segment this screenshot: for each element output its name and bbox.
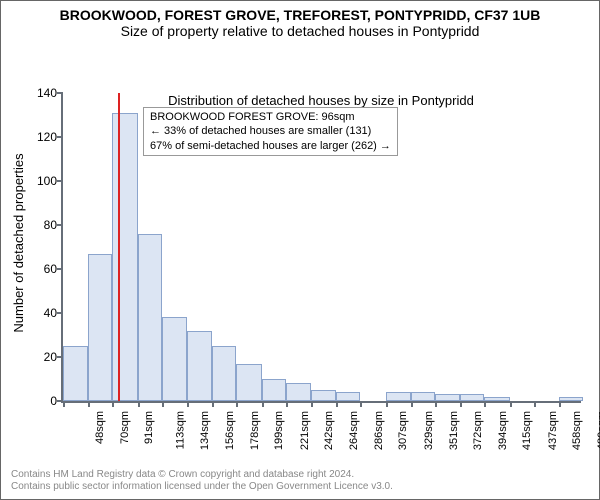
annotation-line1: BROOKWOOD FOREST GROVE: 96sqm	[150, 110, 391, 124]
x-tick-label: 329sqm	[423, 411, 435, 450]
x-tick-label: 415sqm	[521, 411, 533, 450]
x-tick-mark	[88, 401, 90, 407]
y-axis-label: Number of detached properties	[11, 153, 26, 332]
x-tick-mark	[534, 401, 536, 407]
histogram-bar	[386, 392, 411, 401]
x-tick-mark	[112, 401, 114, 407]
x-tick-label: 458sqm	[571, 411, 583, 450]
x-tick-label: 178sqm	[249, 411, 261, 450]
x-tick-mark	[336, 401, 338, 407]
x-tick-mark	[63, 401, 65, 407]
x-tick-mark	[360, 401, 362, 407]
histogram-bar	[411, 392, 435, 401]
annotation-line3: 67% of semi-detached houses are larger (…	[150, 139, 391, 153]
x-tick-label: 480sqm	[596, 411, 600, 450]
x-tick-mark	[236, 401, 238, 407]
x-tick-mark	[162, 401, 164, 407]
y-tick-label: 60	[27, 262, 57, 276]
footer-line1: Contains HM Land Registry data © Crown c…	[11, 469, 393, 481]
x-tick-label: 199sqm	[273, 411, 285, 450]
x-tick-mark	[411, 401, 413, 407]
x-tick-label: 307sqm	[397, 411, 409, 450]
x-tick-label: 286sqm	[373, 411, 385, 450]
x-tick-label: 437sqm	[547, 411, 559, 450]
y-tick-label: 40	[27, 306, 57, 320]
footer-attribution: Contains HM Land Registry data © Crown c…	[11, 469, 393, 493]
y-tick-label: 80	[27, 218, 57, 232]
annotation-box: BROOKWOOD FOREST GROVE: 96sqm ← 33% of d…	[143, 107, 398, 156]
x-tick-label: 242sqm	[323, 411, 335, 450]
histogram-bar	[162, 317, 187, 401]
x-tick-label: 113sqm	[174, 411, 186, 449]
x-tick-label: 156sqm	[224, 411, 236, 450]
annotation-line2: ← 33% of detached houses are smaller (13…	[150, 124, 391, 138]
histogram-bar	[236, 364, 261, 401]
x-tick-mark	[435, 401, 437, 407]
x-tick-mark	[138, 401, 140, 407]
x-tick-mark	[386, 401, 388, 407]
x-tick-label: 351sqm	[448, 411, 460, 450]
x-tick-label: 70sqm	[119, 411, 131, 444]
chart-area: Number of detached properties BROOKWOOD …	[61, 93, 581, 443]
y-tick-mark	[57, 356, 63, 358]
y-tick-mark	[57, 180, 63, 182]
x-tick-label: 264sqm	[348, 411, 360, 450]
y-tick-mark	[57, 92, 63, 94]
y-tick-mark	[57, 136, 63, 138]
y-tick-label: 20	[27, 350, 57, 364]
x-tick-mark	[484, 401, 486, 407]
property-marker-line	[118, 93, 120, 401]
plot-region: BROOKWOOD FOREST GROVE: 96sqm ← 33% of d…	[61, 93, 581, 403]
histogram-bar	[460, 394, 484, 401]
histogram-bar	[88, 254, 112, 401]
x-tick-label: 221sqm	[299, 411, 311, 450]
y-tick-mark	[57, 224, 63, 226]
histogram-bar	[336, 392, 360, 401]
x-tick-mark	[510, 401, 512, 407]
x-tick-label: 48sqm	[94, 411, 106, 444]
y-tick-label: 100	[27, 174, 57, 188]
histogram-bar	[112, 113, 137, 401]
histogram-bar	[262, 379, 286, 401]
chart-container: BROOKWOOD, FOREST GROVE, TREFOREST, PONT…	[0, 0, 600, 500]
footer-line2: Contains public sector information licen…	[11, 481, 393, 493]
histogram-bar	[187, 331, 212, 401]
x-tick-mark	[187, 401, 189, 407]
y-tick-mark	[57, 312, 63, 314]
histogram-bar	[286, 383, 311, 401]
x-tick-label: 394sqm	[497, 411, 509, 450]
x-tick-mark	[311, 401, 313, 407]
histogram-bar	[435, 394, 460, 401]
chart-title-address: BROOKWOOD, FOREST GROVE, TREFOREST, PONT…	[11, 7, 589, 23]
histogram-bar	[559, 397, 583, 401]
x-tick-mark	[559, 401, 561, 407]
x-tick-mark	[460, 401, 462, 407]
histogram-bar	[311, 390, 336, 401]
x-tick-label: 134sqm	[199, 411, 211, 450]
histogram-bar	[63, 346, 88, 401]
histogram-bar	[484, 397, 509, 401]
y-tick-label: 120	[27, 130, 57, 144]
x-tick-label: 91sqm	[143, 411, 155, 444]
histogram-bar	[212, 346, 236, 401]
y-tick-label: 0	[27, 394, 57, 408]
x-tick-mark	[262, 401, 264, 407]
chart-subtitle: Size of property relative to detached ho…	[11, 23, 589, 39]
x-tick-mark	[212, 401, 214, 407]
y-tick-mark	[57, 268, 63, 270]
histogram-bar	[138, 234, 162, 401]
x-tick-label: 372sqm	[472, 411, 484, 450]
y-tick-label: 140	[27, 86, 57, 100]
x-tick-mark	[286, 401, 288, 407]
